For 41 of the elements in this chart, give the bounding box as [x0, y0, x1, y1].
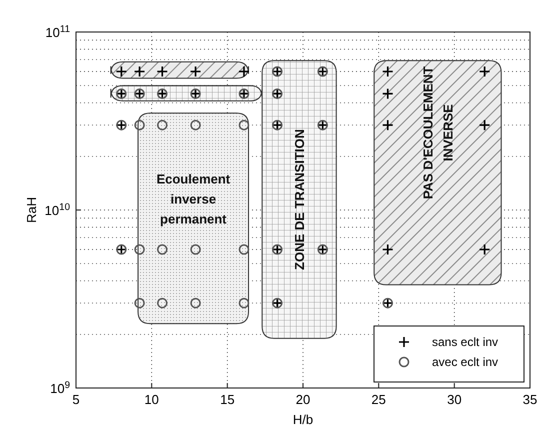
x-axis-title: H/b: [292, 412, 314, 427]
x-tick-label: 35: [522, 392, 538, 407]
point: [157, 244, 168, 255]
point: [116, 66, 128, 78]
point: [382, 244, 394, 256]
point: [134, 244, 145, 255]
point: [134, 66, 146, 78]
point: [238, 120, 250, 130]
legend-label: avec eclt inv: [432, 355, 498, 369]
y-tick-label: 10$^{9}$: [50, 380, 70, 396]
point: [157, 120, 168, 130]
point: [478, 244, 490, 256]
annotation: PAS D'ECOULEMENT INVERSE: [420, 66, 456, 200]
y-axis-title: RaH: [24, 196, 39, 224]
y-tick-label: 10$^{10}$: [44, 202, 71, 218]
point: [156, 66, 168, 78]
x-tick-label: 30: [447, 392, 462, 407]
x-tick-label: 15: [220, 392, 235, 407]
point: [238, 298, 250, 308]
legend-label: sans eclt inv: [432, 335, 498, 349]
annotation: ZONE DE TRANSITION: [292, 129, 308, 270]
x-tick-label: 5: [72, 392, 80, 407]
point: [382, 66, 394, 78]
point: [190, 298, 201, 308]
point: [190, 66, 202, 78]
point: [238, 244, 250, 255]
point: [157, 298, 168, 308]
point: [190, 244, 201, 255]
point: [478, 119, 490, 131]
point: [238, 66, 250, 78]
point: [478, 66, 490, 78]
x-tick-label: 10: [144, 392, 159, 407]
point: [134, 298, 145, 308]
annotation: Ecoulement inverse permanent: [156, 171, 231, 226]
point: [134, 120, 145, 130]
y-tick-label: 10$^{11}$: [45, 24, 70, 40]
point: [382, 119, 394, 131]
point: [190, 120, 201, 130]
x-tick-label: 25: [371, 392, 386, 407]
point: [382, 88, 394, 100]
x-tick-label: 20: [296, 392, 310, 407]
